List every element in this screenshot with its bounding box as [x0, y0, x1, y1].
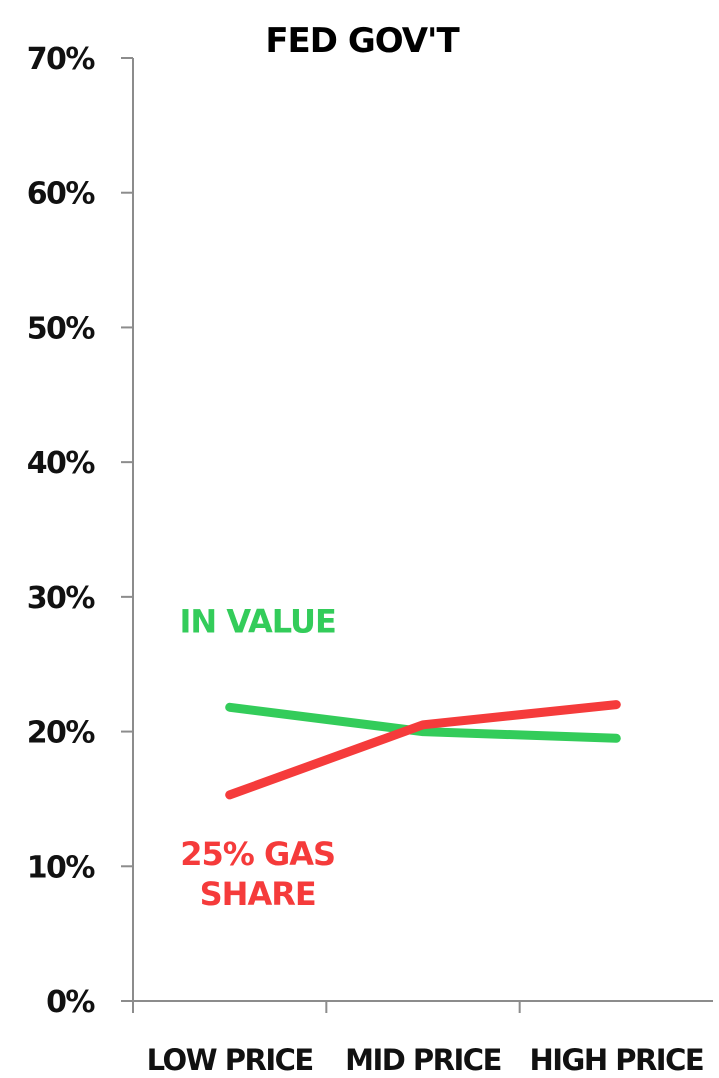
y-ticks: 0% 10% 20% 30% 40% 50% 60% 70% — [27, 42, 133, 1020]
series-label: SHARE — [200, 875, 316, 913]
x-tick-label: HIGH PRICE — [529, 1043, 703, 1077]
y-tick-label: 0% — [46, 985, 95, 1020]
y-tick-label: 20% — [27, 716, 96, 751]
x-ticks: LOW PRICE MID PRICE HIGH PRICE — [132, 1001, 705, 1077]
y-tick-label: 10% — [27, 850, 96, 885]
series-line-1 — [225, 700, 621, 800]
series-lines — [225, 700, 621, 800]
y-tick-label: 40% — [27, 446, 96, 481]
series-label: IN VALUE — [180, 602, 336, 640]
y-tick-label: 50% — [27, 311, 96, 346]
y-tick-label: 60% — [27, 177, 96, 212]
series-label: 25% GAS — [180, 835, 335, 873]
chart-title: FED GOV'T — [265, 21, 460, 61]
x-tick-label: MID PRICE — [345, 1043, 501, 1077]
x-tick-label: LOW PRICE — [147, 1043, 313, 1077]
series-line-0 — [225, 702, 621, 743]
y-tick-label: 70% — [27, 42, 96, 77]
y-tick-label: 30% — [27, 581, 96, 616]
